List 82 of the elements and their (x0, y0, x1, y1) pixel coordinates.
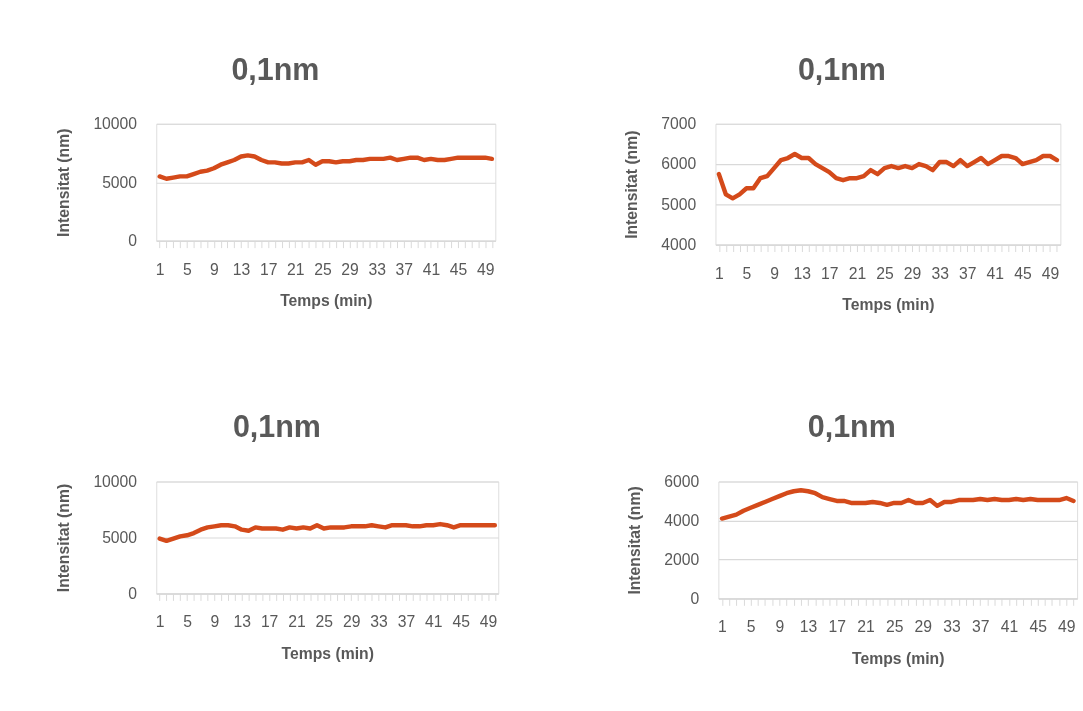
y-tick-label: 10000 (93, 472, 138, 490)
chart-title: 0,1nm (797, 51, 886, 86)
x-tick-label: 17 (821, 264, 839, 282)
x-tick-label: 49 (479, 613, 498, 631)
x-axis-title: Temps (min) (281, 644, 374, 662)
x-tick-label: 25 (315, 613, 334, 631)
y-tick-label: 4000 (664, 511, 700, 529)
x-tick-label: 13 (793, 264, 812, 282)
x-tick-label: 33 (943, 618, 962, 636)
y-tick-label: 6000 (661, 155, 697, 173)
x-tick-label: 17 (259, 260, 278, 278)
x-tick-label: 41 (986, 264, 1005, 282)
x-tick-label: 25 (885, 618, 904, 636)
x-tick-label: 41 (425, 613, 443, 631)
line-series (157, 153, 495, 181)
y-tick-label: 0 (128, 232, 138, 250)
x-axis-title: Temps (min) (842, 296, 935, 314)
x-tick-label: 29 (341, 260, 359, 278)
x-tick-label: 5 (742, 264, 752, 282)
x-tick-label: 29 (914, 618, 933, 636)
x-tick-label: 21 (288, 613, 306, 631)
y-tick-label: 0 (128, 584, 138, 602)
x-axis-title: Temps (min) (280, 292, 373, 310)
y-tick-label: 4000 (661, 236, 697, 254)
x-tick-label: 41 (1000, 618, 1019, 636)
x-tick-label: 9 (210, 613, 220, 631)
y-tick-label: 5000 (102, 173, 138, 191)
line-series (719, 488, 1076, 521)
x-tick-label: 9 (770, 264, 779, 282)
x-tick-label: 45 (452, 613, 471, 631)
x-tick-label: 33 (931, 264, 950, 282)
x-tick-label: 5 (182, 260, 192, 278)
x-tick-label: 13 (233, 613, 252, 631)
x-tick-label: 9 (775, 618, 785, 636)
x-tick-label: 37 (972, 618, 990, 636)
y-tick-label: 2000 (664, 550, 700, 568)
y-tick-label: 5000 (661, 195, 697, 213)
x-tick-label: 33 (368, 260, 387, 278)
x-tick-label: 17 (828, 618, 846, 636)
x-tick-label: 29 (342, 613, 361, 631)
x-tick-label: 37 (397, 613, 416, 631)
x-tick-label: 1 (715, 264, 724, 282)
x-tick-label: 21 (848, 264, 867, 282)
x-tick-label: 25 (876, 264, 894, 282)
x-tick-label: 37 (959, 264, 977, 282)
line-series (157, 521, 498, 544)
x-tick-label: 49 (1041, 264, 1060, 282)
chart-title: 0,1nm (231, 51, 320, 86)
x-tick-label: 13 (232, 260, 251, 278)
x-tick-label: 1 (718, 618, 727, 636)
chart-title: 0,1nm (807, 409, 896, 444)
y-tick-label: 5000 (102, 528, 138, 546)
x-tick-label: 45 (1029, 618, 1048, 636)
x-tick-label: 21 (857, 618, 875, 636)
x-tick-label: 33 (370, 613, 389, 631)
x-tick-label: 37 (395, 260, 413, 278)
x-tick-label: 45 (1014, 264, 1032, 282)
x-tick-label: 41 (422, 260, 441, 278)
x-tick-label: 25 (314, 260, 332, 278)
x-tick-label: 49 (1058, 618, 1076, 636)
line-series (716, 151, 1060, 201)
x-tick-label: 21 (287, 260, 305, 278)
y-tick-label: 7000 (661, 115, 697, 133)
x-tick-label: 49 (476, 260, 495, 278)
x-tick-label: 1 (155, 613, 165, 631)
x-tick-label: 45 (449, 260, 468, 278)
y-tick-label: 0 (690, 589, 700, 607)
chart-title: 0,1nm (232, 409, 321, 444)
y-axis-title: Intensitat (nm) (54, 128, 72, 237)
x-axis-title: Temps (min) (852, 649, 945, 667)
x-tick-label: 1 (155, 260, 165, 278)
x-tick-label: 13 (799, 618, 818, 636)
x-tick-label: 29 (903, 264, 922, 282)
y-axis-title: Intensitat (nm) (54, 483, 72, 593)
y-axis-title: Intensitat (nm) (625, 486, 643, 595)
x-tick-label: 9 (210, 260, 219, 278)
x-tick-label: 17 (260, 613, 279, 631)
x-tick-label: 5 (183, 613, 193, 631)
x-tick-label: 5 (746, 618, 756, 636)
y-axis-title: Intensitat (nm) (622, 130, 640, 239)
y-tick-label: 6000 (664, 472, 700, 490)
y-tick-label: 10000 (93, 115, 138, 133)
